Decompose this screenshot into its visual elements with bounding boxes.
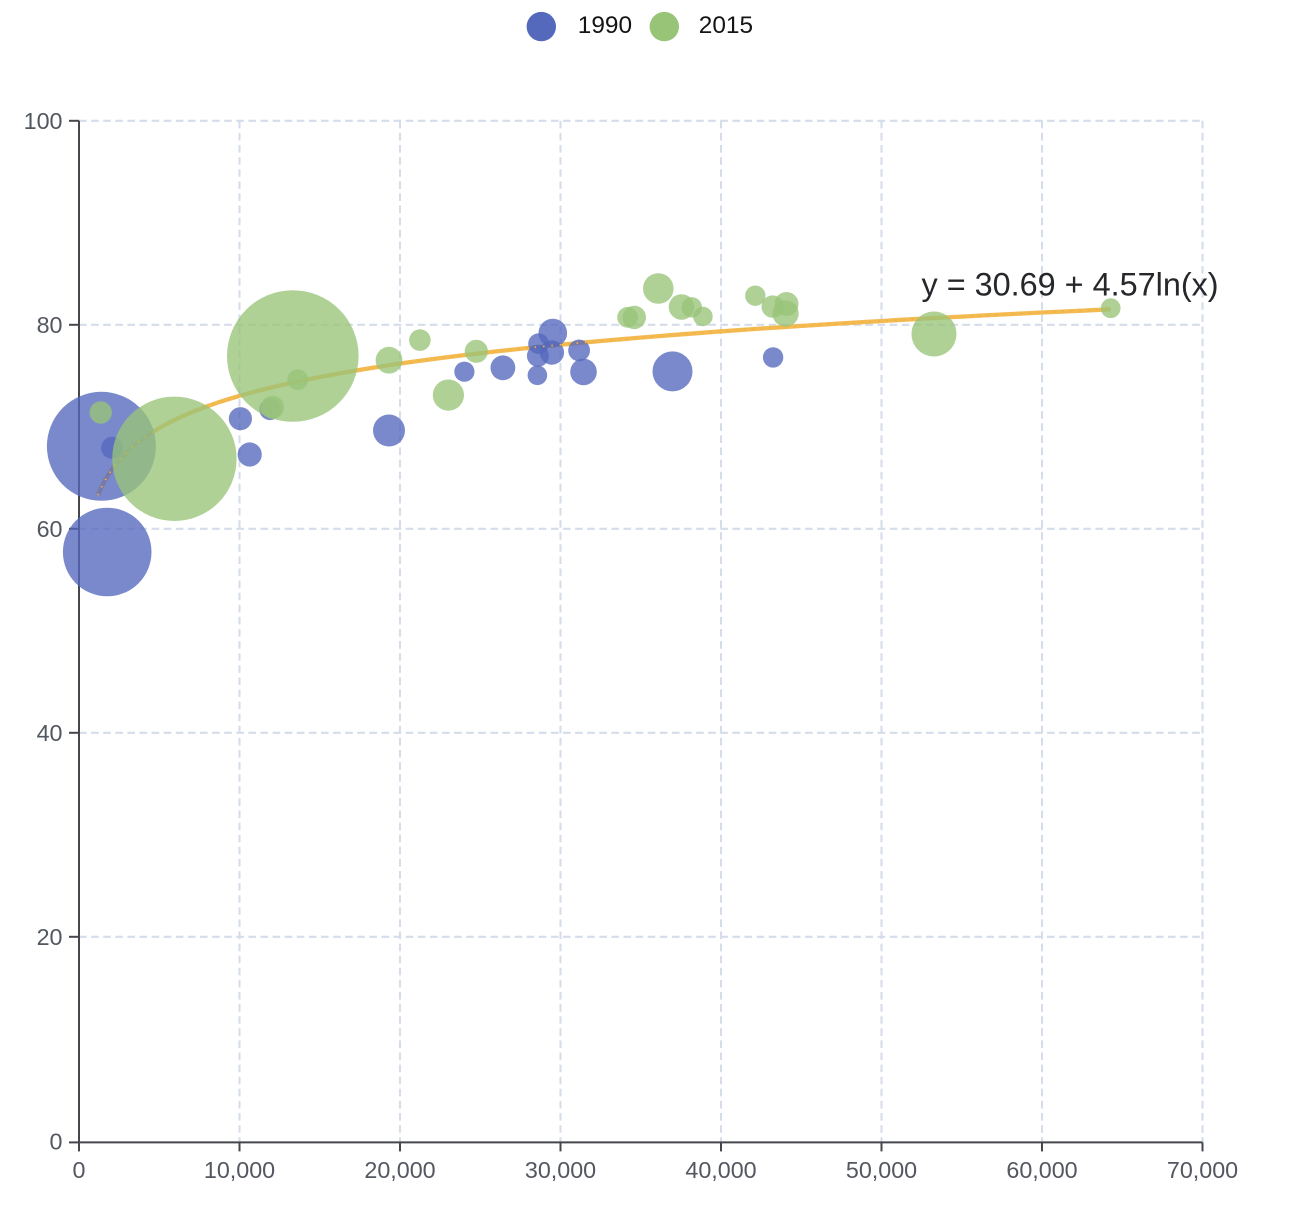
svg-text:70,000: 70,000 — [1167, 1157, 1238, 1183]
svg-text:y = 30.69 + 4.57ln(x): y = 30.69 + 4.57ln(x) — [922, 267, 1219, 303]
svg-text:80: 80 — [37, 312, 63, 338]
svg-text:60: 60 — [37, 516, 63, 542]
svg-text:20: 20 — [37, 924, 63, 950]
svg-text:0: 0 — [50, 1128, 63, 1154]
svg-text:30,000: 30,000 — [525, 1157, 596, 1183]
svg-text:0: 0 — [73, 1157, 86, 1183]
svg-text:60,000: 60,000 — [1006, 1157, 1077, 1183]
svg-text:40: 40 — [37, 720, 63, 746]
svg-text:2015: 2015 — [699, 12, 753, 39]
svg-text:1990: 1990 — [578, 12, 632, 39]
svg-text:100: 100 — [24, 108, 63, 134]
svg-text:50,000: 50,000 — [846, 1157, 917, 1183]
svg-text:20,000: 20,000 — [364, 1157, 435, 1183]
svg-text:10,000: 10,000 — [204, 1157, 275, 1183]
svg-text:40,000: 40,000 — [685, 1157, 756, 1183]
